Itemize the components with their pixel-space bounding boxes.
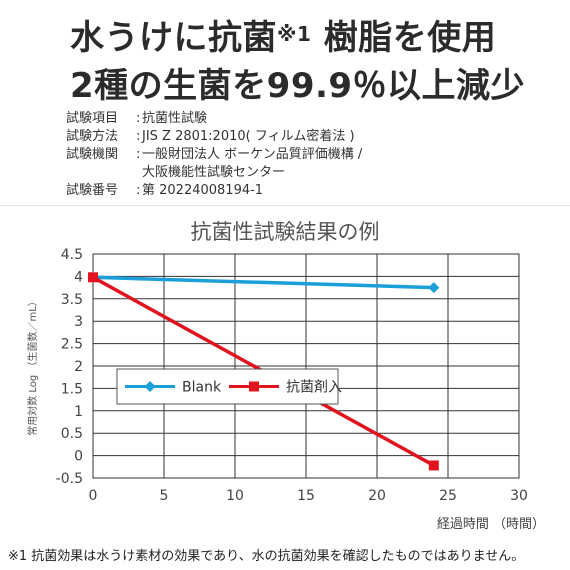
x-tick-label: 5 [160, 488, 169, 504]
test-info-value: 抗菌性試験 [142, 111, 208, 126]
headline-line-2: 2種の生菌を99.9％以上減少 [70, 66, 526, 106]
test-info-continuation: 大阪機能性試験センター [142, 165, 286, 180]
footnote-mark: ※1 [277, 22, 312, 46]
footnote: ※1 抗菌効果は水うけ素材の効果であり、水の抗菌効果を確認したものではありません… [8, 549, 525, 564]
test-info-separator: : [136, 129, 141, 144]
data-point [428, 460, 439, 471]
legend-marker [144, 381, 156, 392]
data-point [88, 272, 98, 283]
test-info-value: JIS Z 2801:2010( フィルム密着法 ) [142, 129, 355, 144]
test-info-value: 第 20224008194-1 [142, 183, 264, 198]
x-tick-label: 20 [368, 488, 386, 504]
legend-marker [249, 381, 259, 392]
test-info-key: 試験機関 [66, 147, 119, 162]
test-info-row: 試験番号: 第 20224008194-1 [66, 182, 362, 200]
legend-label: Blank [182, 380, 222, 396]
test-info-key: 試験項目 [66, 111, 119, 126]
y-tick-label: 4 [74, 269, 83, 285]
test-info-key: 試験番号 [66, 183, 119, 198]
chart-container: 抗菌性試験結果の例 -0.5 0 0.5 1 1.5 2 2.5 3 3.5 4 4.5 0 5 10 15 2… [0, 205, 570, 541]
y-tick-label: 3.5 [61, 292, 83, 308]
series-line [92, 275, 434, 290]
x-tick-label: 30 [510, 488, 528, 504]
test-info-separator: : [136, 183, 141, 198]
x-tick-label: 25 [439, 488, 457, 504]
test-info: 試験項目: 抗菌性試験 試験方法: JIS Z 2801:2010( フィルム密着法… [66, 110, 362, 200]
y-tick-label: 1 [74, 404, 83, 420]
x-tick-label: 15 [297, 488, 315, 504]
x-axis-label: 経過時間 （時間） [437, 517, 545, 532]
y-tick-label: 2.5 [61, 337, 83, 353]
chart-title: 抗菌性試験結果の例 [191, 220, 380, 244]
headline-line-1: 水うけに抗菌※1 樹脂を使用 [70, 10, 496, 59]
y-tick-label: 2 [74, 359, 83, 375]
test-info-row: 試験方法: JIS Z 2801:2010( フィルム密着法 ) [66, 128, 362, 146]
test-info-value: 一般財団法人 ボーケン品質評価機構 / [142, 147, 363, 162]
test-info-separator: : [136, 111, 141, 126]
data-point [428, 282, 440, 294]
y-tick-label: -0.5 [56, 471, 83, 487]
test-info-row: 試験項目: 抗菌性試験 [66, 110, 362, 128]
y-axis-label: 常用対数 Log （生菌数／mL） [26, 296, 39, 436]
y-tick-label: 0.5 [61, 426, 83, 442]
test-info-row: 試験機関: 一般財団法人 ボーケン品質評価機構 / [66, 146, 362, 164]
antibacterial-test-chart: 抗菌性試験結果の例 -0.5 0 0.5 1 1.5 2 2.5 3 3.5 4 4.5 0 5 10 15 2… [26, 220, 545, 532]
y-tick-label: 1.5 [61, 381, 83, 397]
x-tick-label: 10 [226, 488, 244, 504]
y-tick-label: 0 [74, 449, 83, 465]
test-info-key: 試験方法 [66, 129, 119, 144]
y-tick-label: 4.5 [61, 247, 83, 263]
headline-text-a: 水うけに抗菌 [70, 18, 277, 58]
legend-label: 抗菌剤入 [286, 380, 342, 396]
headline-text-b: 樹脂を使用 [323, 18, 497, 58]
y-tick-label: 3 [74, 314, 83, 330]
test-info-separator: : [136, 147, 141, 162]
x-tick-label: 0 [89, 488, 98, 504]
